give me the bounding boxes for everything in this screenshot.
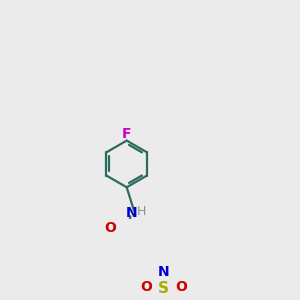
Text: N: N (158, 266, 169, 280)
Text: O: O (175, 280, 187, 294)
Text: O: O (104, 221, 116, 235)
Text: N: N (126, 206, 138, 220)
Text: O: O (140, 280, 152, 294)
Text: H: H (136, 205, 146, 218)
Text: F: F (122, 127, 131, 141)
Text: S: S (158, 281, 169, 296)
